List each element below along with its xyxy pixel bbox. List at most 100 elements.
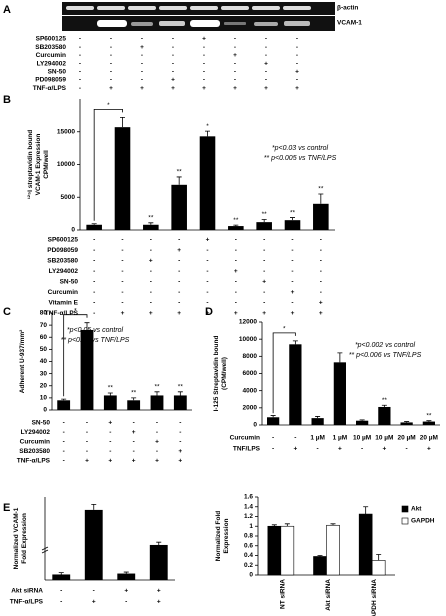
treatment-mark: - xyxy=(141,69,143,76)
x-tick-label: NT siRNA xyxy=(280,579,287,609)
treatment-mark: - xyxy=(150,247,152,254)
treatment-mark: + xyxy=(132,429,136,436)
y-axis-label: Normalized FoldExpression xyxy=(215,511,230,562)
value-annotation: ** xyxy=(108,385,114,392)
bar xyxy=(284,220,301,230)
treatment-label: TNF-α/LPS xyxy=(10,599,44,606)
treatment-mark: - xyxy=(125,599,127,606)
treatment-mark: - xyxy=(109,448,111,455)
y-axis-label-line: Expression xyxy=(223,518,230,553)
y-tick-label: 2000 xyxy=(243,405,258,412)
treatment-mark: - xyxy=(93,310,95,317)
treatment-mark: - xyxy=(296,44,298,51)
treatment-label: PD098059 xyxy=(35,77,66,84)
treatment-mark: - xyxy=(234,60,236,67)
treatment-mark: - xyxy=(93,247,95,254)
treatment-mark: - xyxy=(296,36,298,43)
treatment-mark: - xyxy=(150,268,152,275)
bar xyxy=(173,395,187,410)
treatment-mark: - xyxy=(60,599,62,606)
y-axis-label-line: CPM/well xyxy=(43,150,50,179)
treatment-mark: 20 µM xyxy=(398,435,416,442)
treatment-mark: - xyxy=(110,36,112,43)
treatment-mark: - xyxy=(234,36,236,43)
bracket-label: * xyxy=(74,307,77,314)
error-bar xyxy=(148,222,154,225)
treatment-mark: + xyxy=(149,258,153,265)
treatment-mark: - xyxy=(234,44,236,51)
treatment-mark: + xyxy=(291,310,295,317)
x-tick-label: Akt siRNA xyxy=(325,579,332,611)
treatment-mark: + xyxy=(427,446,431,453)
treatment-mark: + xyxy=(264,60,268,67)
bracket xyxy=(272,332,296,414)
value-annotation: ** xyxy=(262,211,268,218)
treatment-mark: + xyxy=(291,289,295,296)
bar xyxy=(150,395,164,410)
bar xyxy=(57,400,71,410)
treatment-mark: + xyxy=(295,69,299,76)
treatment-mark: - xyxy=(179,429,181,436)
treatment-mark: - xyxy=(93,237,95,244)
treatment-mark: - xyxy=(110,77,112,84)
y-axis-label: I-125 Streptavidin bound(CPM/well) xyxy=(213,336,228,412)
treatment-mark: - xyxy=(110,52,112,59)
error-bar xyxy=(176,176,182,185)
error-bar xyxy=(271,524,277,527)
annotation: ** p<0.005 vs TNF/LPS xyxy=(264,155,337,162)
treatment-mark: + xyxy=(338,446,342,453)
axis-break xyxy=(41,546,49,554)
treatment-mark: - xyxy=(179,439,181,446)
y-tick-label: 5000 xyxy=(61,194,76,201)
treatment-mark: - xyxy=(179,420,181,427)
panel-letter: B xyxy=(3,94,11,106)
bar xyxy=(289,344,302,425)
bar xyxy=(356,420,369,425)
treatment-mark: - xyxy=(291,258,293,265)
treatment-mark: - xyxy=(172,69,174,76)
bar xyxy=(149,544,168,580)
treatment-mark: - xyxy=(172,36,174,43)
y-tick-label: 0.4 xyxy=(244,552,253,559)
panel-letter: D xyxy=(205,306,213,318)
treatment-label: TNF-α/LPS xyxy=(33,85,67,92)
treatment-mark: + xyxy=(121,310,125,317)
treatment-label: Curcumin xyxy=(230,435,260,442)
treatment-mark: - xyxy=(291,279,293,286)
treatment-mark: - xyxy=(265,69,267,76)
error-bar xyxy=(156,541,162,545)
treatment-mark: - xyxy=(150,279,152,286)
error-bar xyxy=(337,352,343,363)
treatment-mark: + xyxy=(233,85,237,92)
y-tick-label: 30 xyxy=(40,370,48,377)
y-tick-label: 1.4 xyxy=(244,503,253,510)
treatment-mark: - xyxy=(79,44,81,51)
treatment-mark: - xyxy=(86,448,88,455)
treatment-label: LY294002 xyxy=(37,60,67,67)
y-tick-label: 1 xyxy=(249,523,253,530)
treatment-mark: - xyxy=(63,429,65,436)
treatment-mark: - xyxy=(172,52,174,59)
treatment-mark: - xyxy=(206,289,208,296)
treatment-mark: - xyxy=(361,446,363,453)
error-bar xyxy=(290,217,295,221)
treatment-mark: - xyxy=(203,69,205,76)
treatment-mark: - xyxy=(63,458,65,465)
value-annotation: ** xyxy=(290,209,296,216)
treatment-mark: + xyxy=(177,247,181,254)
treatment-mark: + xyxy=(234,268,238,275)
y-axis-label-line: Normalized Fold xyxy=(215,511,222,562)
treatment-label: LY294002 xyxy=(21,429,51,436)
treatment-mark: - xyxy=(178,258,180,265)
treatment-mark: - xyxy=(133,439,135,446)
y-axis-label-line: Fold Expression xyxy=(21,513,28,564)
annotation: ** p<0.006 vs TNF/LPS xyxy=(349,352,422,359)
error-bar xyxy=(205,130,210,137)
treatment-mark: - xyxy=(63,420,65,427)
treatment-mark: - xyxy=(272,446,274,453)
y-tick-label: 0 xyxy=(71,227,75,234)
bar xyxy=(326,524,340,576)
treatment-mark: - xyxy=(121,247,123,254)
treatment-mark: + xyxy=(108,420,112,427)
panel-letter: A xyxy=(3,4,11,16)
